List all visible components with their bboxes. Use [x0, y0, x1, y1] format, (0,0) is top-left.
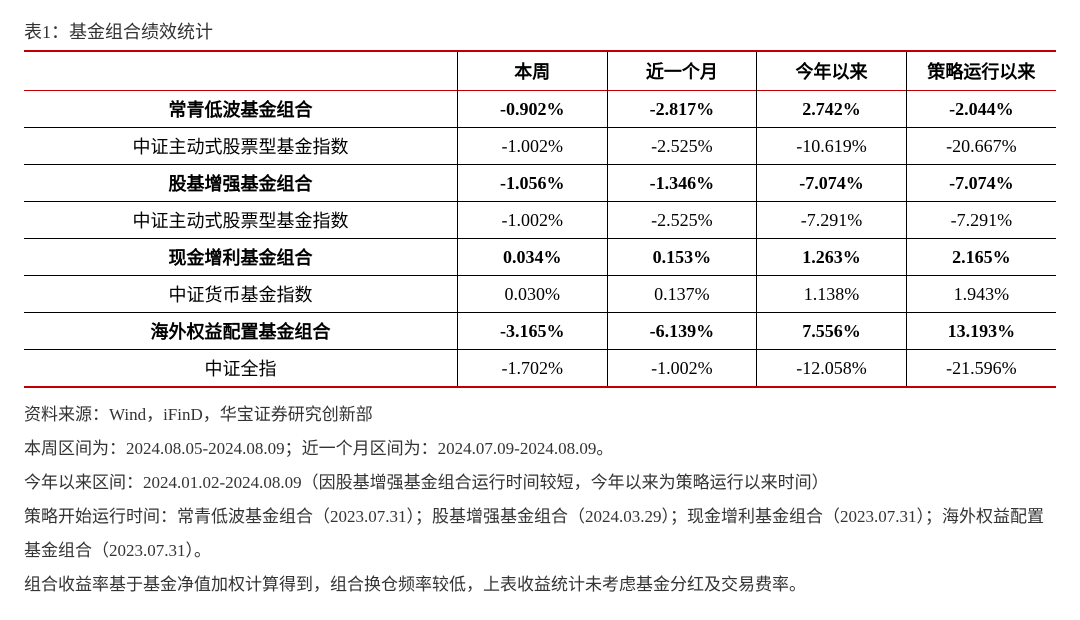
cell-value: 2.165% — [906, 239, 1056, 276]
cell-value: -7.291% — [906, 202, 1056, 239]
cell-value: -21.596% — [906, 350, 1056, 388]
cell-name: 现金增利基金组合 — [24, 239, 457, 276]
cell-name: 海外权益配置基金组合 — [24, 313, 457, 350]
cell-value: 0.137% — [607, 276, 757, 313]
cell-value: -2.525% — [607, 202, 757, 239]
cell-value: -1.002% — [457, 128, 607, 165]
col-header-name — [24, 51, 457, 91]
cell-name: 股基增强基金组合 — [24, 165, 457, 202]
col-header-inception: 策略运行以来 — [906, 51, 1056, 91]
cell-value: 0.030% — [457, 276, 607, 313]
note-period-week: 本周区间为：2024.08.05-2024.08.09；近一个月区间为：2024… — [24, 432, 1056, 466]
cell-value: 0.034% — [457, 239, 607, 276]
cell-name: 中证主动式股票型基金指数 — [24, 202, 457, 239]
cell-value: -2.525% — [607, 128, 757, 165]
note-source: 资料来源：Wind，iFinD，华宝证券研究创新部 — [24, 398, 1056, 432]
note-period-ytd: 今年以来区间：2024.01.02-2024.08.09（因股基增强基金组合运行… — [24, 466, 1056, 500]
cell-name: 中证全指 — [24, 350, 457, 388]
table-row: 中证主动式股票型基金指数 -1.002% -2.525% -10.619% -2… — [24, 128, 1056, 165]
cell-value: -7.074% — [757, 165, 907, 202]
cell-value: -1.702% — [457, 350, 607, 388]
cell-value: -20.667% — [906, 128, 1056, 165]
cell-value: 1.138% — [757, 276, 907, 313]
note-methodology: 组合收益率基于基金净值加权计算得到，组合换仓频率较低，上表收益统计未考虑基金分红… — [24, 568, 1056, 602]
cell-name: 中证货币基金指数 — [24, 276, 457, 313]
cell-name: 中证主动式股票型基金指数 — [24, 128, 457, 165]
cell-value: 13.193% — [906, 313, 1056, 350]
performance-table: 本周 近一个月 今年以来 策略运行以来 常青低波基金组合 -0.902% -2.… — [24, 50, 1056, 388]
col-header-month: 近一个月 — [607, 51, 757, 91]
cell-value: -2.044% — [906, 91, 1056, 128]
cell-value: -12.058% — [757, 350, 907, 388]
cell-value: -7.074% — [906, 165, 1056, 202]
cell-value: 1.263% — [757, 239, 907, 276]
cell-value: -7.291% — [757, 202, 907, 239]
cell-value: -3.165% — [457, 313, 607, 350]
notes-section: 资料来源：Wind，iFinD，华宝证券研究创新部 本周区间为：2024.08.… — [24, 398, 1056, 602]
cell-value: 1.943% — [906, 276, 1056, 313]
table-row: 海外权益配置基金组合 -3.165% -6.139% 7.556% 13.193… — [24, 313, 1056, 350]
cell-value: 7.556% — [757, 313, 907, 350]
table-row: 中证主动式股票型基金指数 -1.002% -2.525% -7.291% -7.… — [24, 202, 1056, 239]
cell-value: 2.742% — [757, 91, 907, 128]
col-header-week: 本周 — [457, 51, 607, 91]
cell-value: -2.817% — [607, 91, 757, 128]
cell-value: -6.139% — [607, 313, 757, 350]
cell-value: -1.002% — [457, 202, 607, 239]
cell-value: -1.346% — [607, 165, 757, 202]
table-row: 中证货币基金指数 0.030% 0.137% 1.138% 1.943% — [24, 276, 1056, 313]
table-header-row: 本周 近一个月 今年以来 策略运行以来 — [24, 51, 1056, 91]
col-header-ytd: 今年以来 — [757, 51, 907, 91]
cell-value: -1.002% — [607, 350, 757, 388]
cell-name: 常青低波基金组合 — [24, 91, 457, 128]
table-row: 中证全指 -1.702% -1.002% -12.058% -21.596% — [24, 350, 1056, 388]
note-strategy-start: 策略开始运行时间：常青低波基金组合（2023.07.31）；股基增强基金组合（2… — [24, 500, 1056, 568]
table-title: 表1：基金组合绩效统计 — [24, 18, 1056, 44]
table-row: 股基增强基金组合 -1.056% -1.346% -7.074% -7.074% — [24, 165, 1056, 202]
cell-value: 0.153% — [607, 239, 757, 276]
cell-value: -10.619% — [757, 128, 907, 165]
cell-value: -1.056% — [457, 165, 607, 202]
cell-value: -0.902% — [457, 91, 607, 128]
table-row: 常青低波基金组合 -0.902% -2.817% 2.742% -2.044% — [24, 91, 1056, 128]
table-row: 现金增利基金组合 0.034% 0.153% 1.263% 2.165% — [24, 239, 1056, 276]
